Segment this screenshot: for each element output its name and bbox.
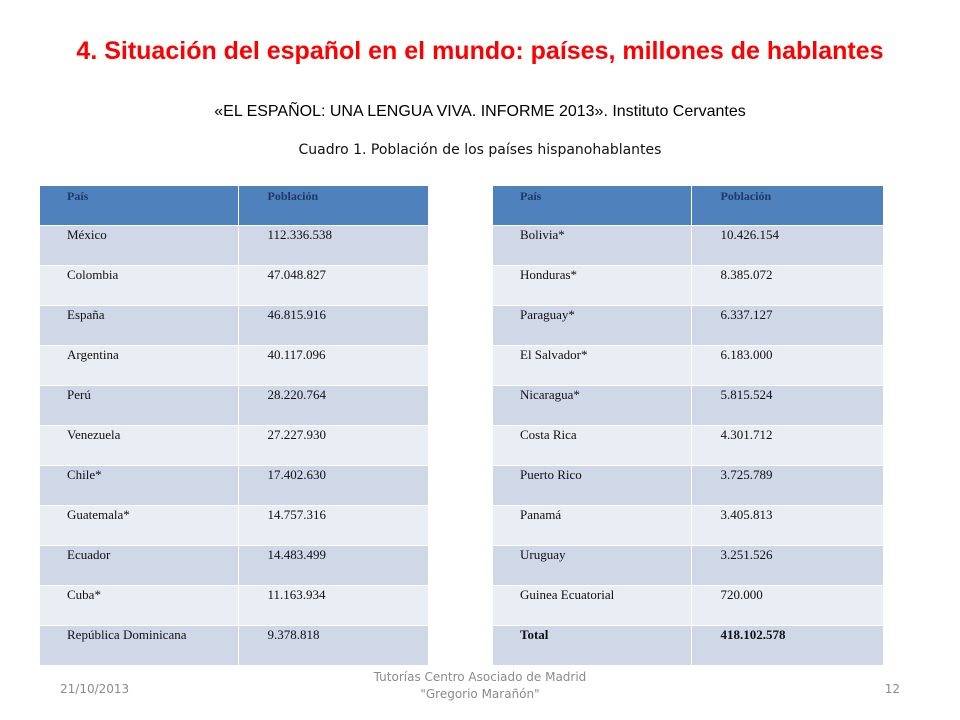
table-row: El Salvador* 6.183.000 [493, 345, 883, 386]
country-cell: Panamá [493, 505, 692, 546]
country-cell: Guinea Ecuatorial [493, 585, 692, 626]
table-row: Panamá 3.405.813 [493, 505, 883, 546]
table-row: Venezuela 27.227.930 [40, 425, 428, 466]
population-cell: 40.117.096 [238, 345, 428, 386]
country-cell: Perú [40, 385, 239, 426]
country-cell: Chile* [40, 465, 239, 506]
country-cell: Costa Rica [493, 425, 692, 466]
table-row: Argentina 40.117.096 [40, 345, 428, 386]
footer-date: 21/10/2013 [60, 682, 130, 696]
country-cell: Bolivia* [493, 225, 692, 266]
country-cell: Colombia [40, 265, 239, 306]
population-cell: 3.251.526 [691, 545, 883, 586]
header-country: País [493, 186, 692, 226]
population-cell: 3.725.789 [691, 465, 883, 506]
country-cell: Cuba* [40, 585, 239, 626]
country-cell: Paraguay* [493, 305, 692, 346]
population-table-right: País Población Bolivia* 10.426.154 Hondur… [493, 186, 883, 666]
slide-subtitle: «EL ESPAÑOL: UNA LENGUA VIVA. INFORME 20… [214, 103, 746, 120]
footer-institution-line1: Tutorías Centro Asociado de Madrid [373, 670, 587, 684]
population-cell: 11.163.934 [238, 585, 428, 626]
country-cell: Ecuador [40, 545, 239, 586]
table-row: Costa Rica 4.301.712 [493, 425, 883, 466]
table-row: Colombia 47.048.827 [40, 265, 428, 306]
table-row: Paraguay* 6.337.127 [493, 305, 883, 346]
country-cell: Honduras* [493, 265, 692, 306]
population-cell: 17.402.630 [238, 465, 428, 506]
population-cell: 14.757.316 [238, 505, 428, 546]
country-cell: Argentina [40, 345, 239, 386]
total-label-cell: Total [493, 625, 692, 666]
population-table-left: País Población México 112.336.538 Colombi… [40, 186, 428, 666]
country-cell: República Dominicana [40, 625, 239, 666]
population-cell: 46.815.916 [238, 305, 428, 346]
country-cell: Venezuela [40, 425, 239, 466]
table-row: Cuba* 11.163.934 [40, 585, 428, 626]
table-row: Guatemala* 14.757.316 [40, 505, 428, 546]
population-cell: 4.301.712 [691, 425, 883, 466]
header-population: Población [691, 186, 883, 226]
population-cell: 6.337.127 [691, 305, 883, 346]
country-cell: Guatemala* [40, 505, 239, 546]
table-row: Ecuador 14.483.499 [40, 545, 428, 586]
population-cell: 9.378.818 [238, 625, 428, 666]
slide-title: 4. Situación del español en el mundo: pa… [76, 37, 884, 65]
table-row: República Dominicana 9.378.818 [40, 625, 428, 666]
table-total-row: Total 418.102.578 [493, 625, 883, 666]
table-row: Nicaragua* 5.815.524 [493, 385, 883, 426]
table-row: Uruguay 3.251.526 [493, 545, 883, 586]
population-cell: 720.000 [691, 585, 883, 626]
country-cell: El Salvador* [493, 345, 692, 386]
table-row: Guinea Ecuatorial 720.000 [493, 585, 883, 626]
population-cell: 47.048.827 [238, 265, 428, 306]
population-cell: 10.426.154 [691, 225, 883, 266]
header-population: Población [238, 186, 428, 226]
population-cell: 3.405.813 [691, 505, 883, 546]
header-country: País [40, 186, 239, 226]
country-cell: Puerto Rico [493, 465, 692, 506]
country-cell: México [40, 225, 239, 266]
total-value-cell: 418.102.578 [691, 625, 883, 666]
table-row: Bolivia* 10.426.154 [493, 225, 883, 266]
population-cell: 28.220.764 [238, 385, 428, 426]
table-header-row: País Población [40, 186, 428, 226]
country-cell: Nicaragua* [493, 385, 692, 426]
population-cell: 14.483.499 [238, 545, 428, 586]
population-cell: 5.815.524 [691, 385, 883, 426]
population-cell: 8.385.072 [691, 265, 883, 306]
table-header-row: País Población [493, 186, 883, 226]
population-cell: 112.336.538 [238, 225, 428, 266]
slide-number: 12 [884, 682, 900, 696]
table-caption: Cuadro 1. Población de los países hispan… [298, 142, 662, 158]
table-row: Perú 28.220.764 [40, 385, 428, 426]
population-cell: 6.183.000 [691, 345, 883, 386]
country-cell: España [40, 305, 239, 346]
population-cell: 27.227.930 [238, 425, 428, 466]
table-row: España 46.815.916 [40, 305, 428, 346]
footer-institution-line2: "Gregorio Marañón" [420, 687, 540, 701]
table-row: México 112.336.538 [40, 225, 428, 266]
footer-institution: Tutorías Centro Asociado de Madrid "Greg… [330, 669, 630, 703]
table-row: Honduras* 8.385.072 [493, 265, 883, 306]
country-cell: Uruguay [493, 545, 692, 586]
table-row: Chile* 17.402.630 [40, 465, 428, 506]
table-row: Puerto Rico 3.725.789 [493, 465, 883, 506]
